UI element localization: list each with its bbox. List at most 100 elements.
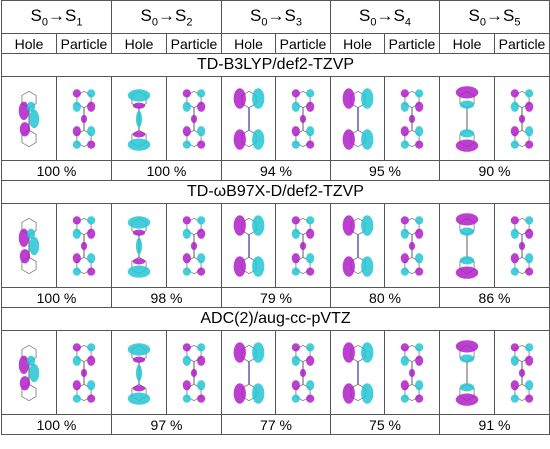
hole-orbital-cell (330, 203, 385, 288)
lobe-cyan (26, 101, 36, 112)
particle-orbital-cell (384, 76, 440, 161)
percentage-value: 97 % (111, 414, 222, 435)
lobe-cyan (459, 227, 475, 236)
state-to: S (393, 5, 405, 25)
lobe-cyan (306, 252, 315, 263)
percentage-row: 100 % 98 % 79 % 80 % 86 % (1, 287, 550, 308)
lobe-magenta (525, 355, 534, 366)
lobe-cyan (360, 128, 373, 150)
lobe-magenta (342, 128, 355, 150)
lobe-cyan (306, 379, 315, 390)
lobe-cyan (87, 125, 96, 136)
orbital-image (342, 214, 373, 277)
percentage-value: 100 % (1, 287, 112, 308)
orbital-image (182, 342, 206, 403)
hole-orbital-cell (111, 203, 167, 288)
lobe-magenta (415, 228, 424, 239)
lobe-magenta (87, 394, 96, 403)
state-to: S (175, 5, 187, 25)
hole-orbital-cell (439, 76, 495, 161)
orbital-image (233, 87, 264, 150)
lobe-magenta (455, 393, 479, 406)
hole-orbital-cell (1, 76, 57, 161)
percentage-value: 75 % (330, 414, 440, 435)
arrow: → (486, 5, 503, 25)
lobe-cyan (400, 101, 409, 112)
lobe-magenta (291, 252, 300, 263)
lobe-magenta (342, 341, 355, 363)
lobe-cyan (182, 355, 191, 366)
lobe-magenta (291, 88, 300, 97)
orbital-image (400, 215, 424, 276)
lobe-magenta (518, 368, 526, 377)
lobe-cyan (306, 88, 315, 97)
orbital-image (400, 342, 424, 403)
transition-header: S0→S2 (111, 0, 222, 34)
hole-header: Hole (330, 33, 385, 54)
lobe-cyan (197, 88, 206, 97)
lobe-cyan (87, 215, 96, 224)
orbital-image (18, 90, 40, 147)
hole-header: Hole (221, 33, 276, 54)
lobe-magenta (19, 121, 31, 136)
hole-orbital-cell (439, 203, 495, 288)
lobe-magenta (510, 379, 519, 390)
lobe-cyan (127, 137, 151, 151)
orbital-image (510, 342, 534, 403)
lobe-magenta (19, 375, 31, 390)
lobe-cyan (291, 394, 300, 403)
lobe-magenta (400, 215, 409, 224)
lobe-magenta (415, 101, 424, 112)
lobe-cyan (510, 355, 519, 366)
lobe-cyan (525, 215, 534, 224)
hole-header: Hole (1, 33, 57, 54)
orbital-image (72, 88, 96, 149)
method-row: TD-B3LYP/def2-TZVP (1, 53, 550, 77)
transition-header: S0→S4 (330, 0, 440, 34)
hole-orbital-cell (111, 330, 167, 415)
lobe-magenta (18, 228, 29, 247)
lobe-cyan (135, 110, 143, 127)
molecule-skeleton (459, 217, 475, 274)
lobe-magenta (342, 214, 355, 236)
particle-orbital-cell (275, 203, 331, 288)
lobe-magenta (19, 248, 31, 263)
lobe-magenta (80, 241, 88, 250)
orbital-image (72, 342, 96, 403)
lobe-cyan (135, 237, 143, 254)
lobe-cyan (400, 394, 409, 403)
percentage-row: 100 % 100 % 94 % 95 % 90 % (1, 160, 550, 181)
lobe-cyan (400, 267, 409, 276)
particle-header: Particle (56, 33, 112, 54)
lobe-magenta (510, 125, 519, 136)
arrow: → (376, 5, 394, 25)
percentage-value: 91 % (439, 414, 550, 435)
orbital-image (127, 88, 151, 151)
particle-orbital-cell (56, 203, 112, 288)
lobe-cyan (26, 228, 36, 239)
lobe-magenta (455, 266, 479, 279)
lobe-magenta (415, 140, 424, 149)
lobe-cyan (306, 342, 315, 351)
lobe-magenta (72, 88, 81, 97)
particle-orbital-cell (494, 203, 550, 288)
orbital-image (291, 88, 315, 149)
lobe-magenta (306, 228, 315, 239)
lobe-magenta (182, 342, 191, 351)
lobe-cyan (197, 215, 206, 224)
state-from: S (359, 5, 371, 25)
lobe-cyan (415, 125, 424, 136)
lobe-magenta (87, 140, 96, 149)
hole-orbital-cell (221, 76, 276, 161)
lobe-cyan (360, 255, 373, 277)
lobe-magenta (299, 368, 307, 377)
lobe-cyan (87, 252, 96, 263)
molecule-skeleton (459, 344, 475, 401)
method-row: TD-ωB97X-D/def2-TZVP (1, 180, 550, 204)
lobe-cyan (459, 100, 475, 109)
state-from: S (140, 5, 152, 25)
lobe-magenta (80, 114, 88, 123)
orbital-image (455, 85, 479, 152)
lobe-cyan (182, 267, 191, 276)
lobe-cyan (182, 140, 191, 149)
